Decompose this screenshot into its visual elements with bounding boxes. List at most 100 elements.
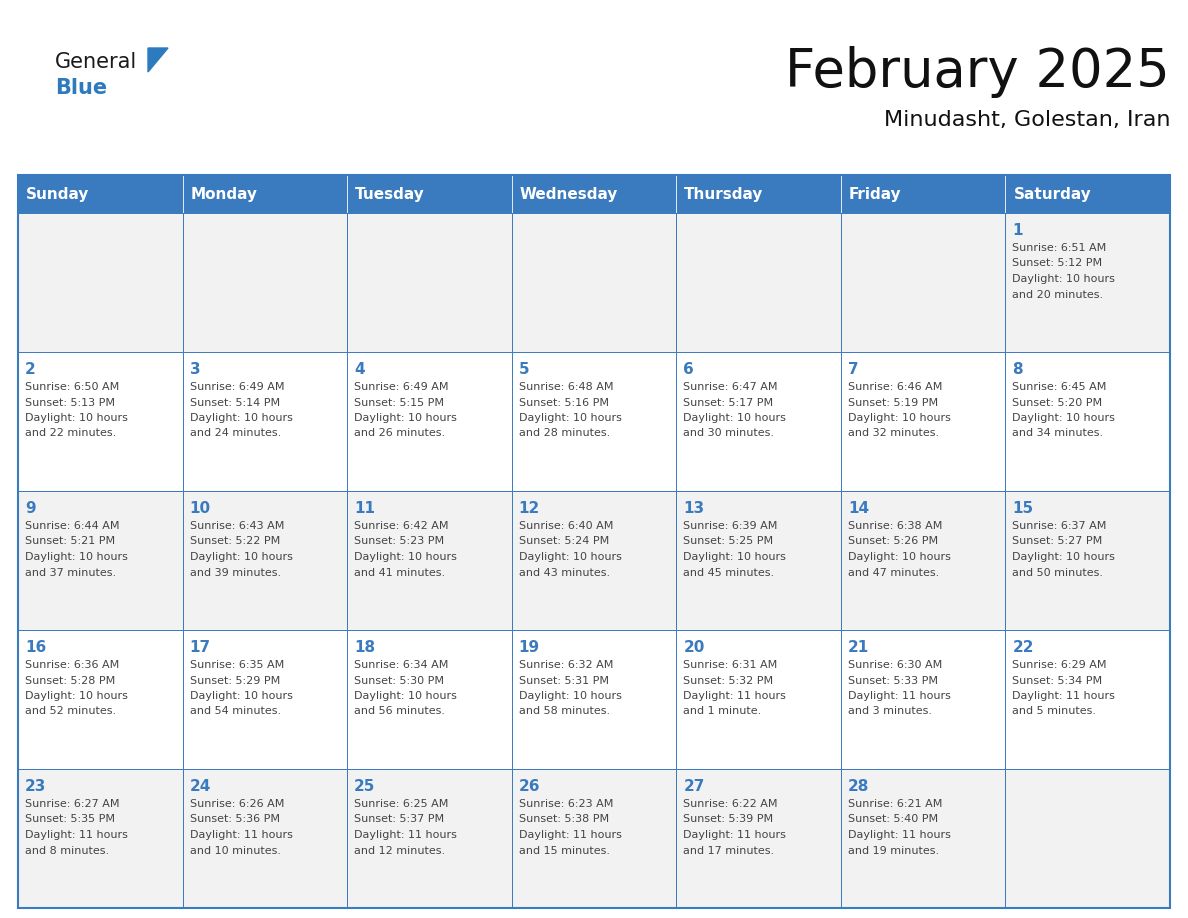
Text: Sunset: 5:36 PM: Sunset: 5:36 PM — [190, 814, 279, 824]
Text: Sunset: 5:26 PM: Sunset: 5:26 PM — [848, 536, 939, 546]
Text: Sunset: 5:15 PM: Sunset: 5:15 PM — [354, 397, 444, 408]
Text: 6: 6 — [683, 362, 694, 377]
Text: 13: 13 — [683, 501, 704, 516]
Text: and 30 minutes.: and 30 minutes. — [683, 429, 775, 439]
FancyBboxPatch shape — [183, 769, 347, 908]
Text: Daylight: 10 hours: Daylight: 10 hours — [354, 552, 457, 562]
Polygon shape — [148, 48, 168, 72]
FancyBboxPatch shape — [1005, 213, 1170, 352]
FancyBboxPatch shape — [841, 352, 1005, 491]
Text: Sunrise: 6:47 AM: Sunrise: 6:47 AM — [683, 382, 778, 392]
Text: Sunset: 5:25 PM: Sunset: 5:25 PM — [683, 536, 773, 546]
Text: 21: 21 — [848, 640, 870, 655]
Text: and 10 minutes.: and 10 minutes. — [190, 845, 280, 856]
Text: Tuesday: Tuesday — [355, 186, 425, 201]
Text: Blue: Blue — [55, 78, 107, 98]
Text: 24: 24 — [190, 779, 211, 794]
FancyBboxPatch shape — [18, 769, 183, 908]
Text: and 54 minutes.: and 54 minutes. — [190, 707, 280, 717]
FancyBboxPatch shape — [18, 213, 183, 352]
Text: and 1 minute.: and 1 minute. — [683, 707, 762, 717]
Text: and 34 minutes.: and 34 minutes. — [1012, 429, 1104, 439]
FancyBboxPatch shape — [512, 630, 676, 769]
Text: Sunset: 5:23 PM: Sunset: 5:23 PM — [354, 536, 444, 546]
Text: Sunday: Sunday — [26, 186, 89, 201]
Text: 25: 25 — [354, 779, 375, 794]
Text: 19: 19 — [519, 640, 539, 655]
FancyBboxPatch shape — [512, 352, 676, 491]
Text: 8: 8 — [1012, 362, 1023, 377]
Text: Sunrise: 6:25 AM: Sunrise: 6:25 AM — [354, 799, 449, 809]
Text: Sunrise: 6:26 AM: Sunrise: 6:26 AM — [190, 799, 284, 809]
FancyBboxPatch shape — [1005, 175, 1170, 213]
Text: 5: 5 — [519, 362, 530, 377]
Text: Sunset: 5:22 PM: Sunset: 5:22 PM — [190, 536, 280, 546]
Text: 9: 9 — [25, 501, 36, 516]
FancyBboxPatch shape — [512, 175, 676, 213]
Text: February 2025: February 2025 — [785, 46, 1170, 98]
Text: Wednesday: Wednesday — [519, 186, 618, 201]
Text: Daylight: 11 hours: Daylight: 11 hours — [683, 691, 786, 701]
Text: Sunrise: 6:50 AM: Sunrise: 6:50 AM — [25, 382, 119, 392]
FancyBboxPatch shape — [676, 769, 841, 908]
Text: 15: 15 — [1012, 501, 1034, 516]
Text: 28: 28 — [848, 779, 870, 794]
Text: Thursday: Thursday — [684, 186, 764, 201]
FancyBboxPatch shape — [1005, 491, 1170, 630]
Text: Daylight: 10 hours: Daylight: 10 hours — [25, 552, 128, 562]
Text: Sunrise: 6:36 AM: Sunrise: 6:36 AM — [25, 660, 119, 670]
Text: 22: 22 — [1012, 640, 1034, 655]
FancyBboxPatch shape — [841, 630, 1005, 769]
FancyBboxPatch shape — [1005, 352, 1170, 491]
Text: Daylight: 11 hours: Daylight: 11 hours — [683, 830, 786, 840]
Text: Daylight: 10 hours: Daylight: 10 hours — [1012, 274, 1116, 284]
Text: Sunrise: 6:32 AM: Sunrise: 6:32 AM — [519, 660, 613, 670]
FancyBboxPatch shape — [1005, 630, 1170, 769]
Text: and 43 minutes.: and 43 minutes. — [519, 567, 609, 577]
Text: 18: 18 — [354, 640, 375, 655]
Text: Sunrise: 6:43 AM: Sunrise: 6:43 AM — [190, 521, 284, 531]
FancyBboxPatch shape — [183, 175, 347, 213]
Text: Sunrise: 6:35 AM: Sunrise: 6:35 AM — [190, 660, 284, 670]
Text: and 26 minutes.: and 26 minutes. — [354, 429, 446, 439]
Text: Sunset: 5:30 PM: Sunset: 5:30 PM — [354, 676, 444, 686]
FancyBboxPatch shape — [676, 175, 841, 213]
Text: and 37 minutes.: and 37 minutes. — [25, 567, 116, 577]
Text: Daylight: 10 hours: Daylight: 10 hours — [1012, 552, 1116, 562]
FancyBboxPatch shape — [183, 213, 347, 352]
Text: 11: 11 — [354, 501, 375, 516]
Text: Sunrise: 6:34 AM: Sunrise: 6:34 AM — [354, 660, 449, 670]
FancyBboxPatch shape — [841, 769, 1005, 908]
Text: and 28 minutes.: and 28 minutes. — [519, 429, 609, 439]
Text: Sunset: 5:28 PM: Sunset: 5:28 PM — [25, 676, 115, 686]
FancyBboxPatch shape — [347, 352, 512, 491]
Text: Sunrise: 6:29 AM: Sunrise: 6:29 AM — [1012, 660, 1107, 670]
Text: Sunset: 5:32 PM: Sunset: 5:32 PM — [683, 676, 773, 686]
FancyBboxPatch shape — [18, 630, 183, 769]
FancyBboxPatch shape — [676, 352, 841, 491]
FancyBboxPatch shape — [347, 769, 512, 908]
Text: Sunrise: 6:44 AM: Sunrise: 6:44 AM — [25, 521, 120, 531]
Text: Sunset: 5:14 PM: Sunset: 5:14 PM — [190, 397, 279, 408]
Text: Daylight: 11 hours: Daylight: 11 hours — [848, 691, 950, 701]
Text: Daylight: 10 hours: Daylight: 10 hours — [519, 413, 621, 423]
Text: Sunrise: 6:40 AM: Sunrise: 6:40 AM — [519, 521, 613, 531]
FancyBboxPatch shape — [676, 213, 841, 352]
Text: and 56 minutes.: and 56 minutes. — [354, 707, 446, 717]
Text: Sunrise: 6:37 AM: Sunrise: 6:37 AM — [1012, 521, 1107, 531]
Text: Daylight: 11 hours: Daylight: 11 hours — [848, 830, 950, 840]
Text: Sunset: 5:21 PM: Sunset: 5:21 PM — [25, 536, 115, 546]
Text: and 52 minutes.: and 52 minutes. — [25, 707, 116, 717]
Text: and 39 minutes.: and 39 minutes. — [190, 567, 280, 577]
Text: Sunset: 5:12 PM: Sunset: 5:12 PM — [1012, 259, 1102, 268]
Text: and 45 minutes.: and 45 minutes. — [683, 567, 775, 577]
FancyBboxPatch shape — [512, 769, 676, 908]
Text: Sunrise: 6:31 AM: Sunrise: 6:31 AM — [683, 660, 777, 670]
Text: Sunrise: 6:23 AM: Sunrise: 6:23 AM — [519, 799, 613, 809]
Text: and 22 minutes.: and 22 minutes. — [25, 429, 116, 439]
Text: 27: 27 — [683, 779, 704, 794]
Text: Daylight: 11 hours: Daylight: 11 hours — [25, 830, 128, 840]
Text: and 19 minutes.: and 19 minutes. — [848, 845, 939, 856]
Text: Daylight: 10 hours: Daylight: 10 hours — [1012, 413, 1116, 423]
FancyBboxPatch shape — [18, 175, 183, 213]
